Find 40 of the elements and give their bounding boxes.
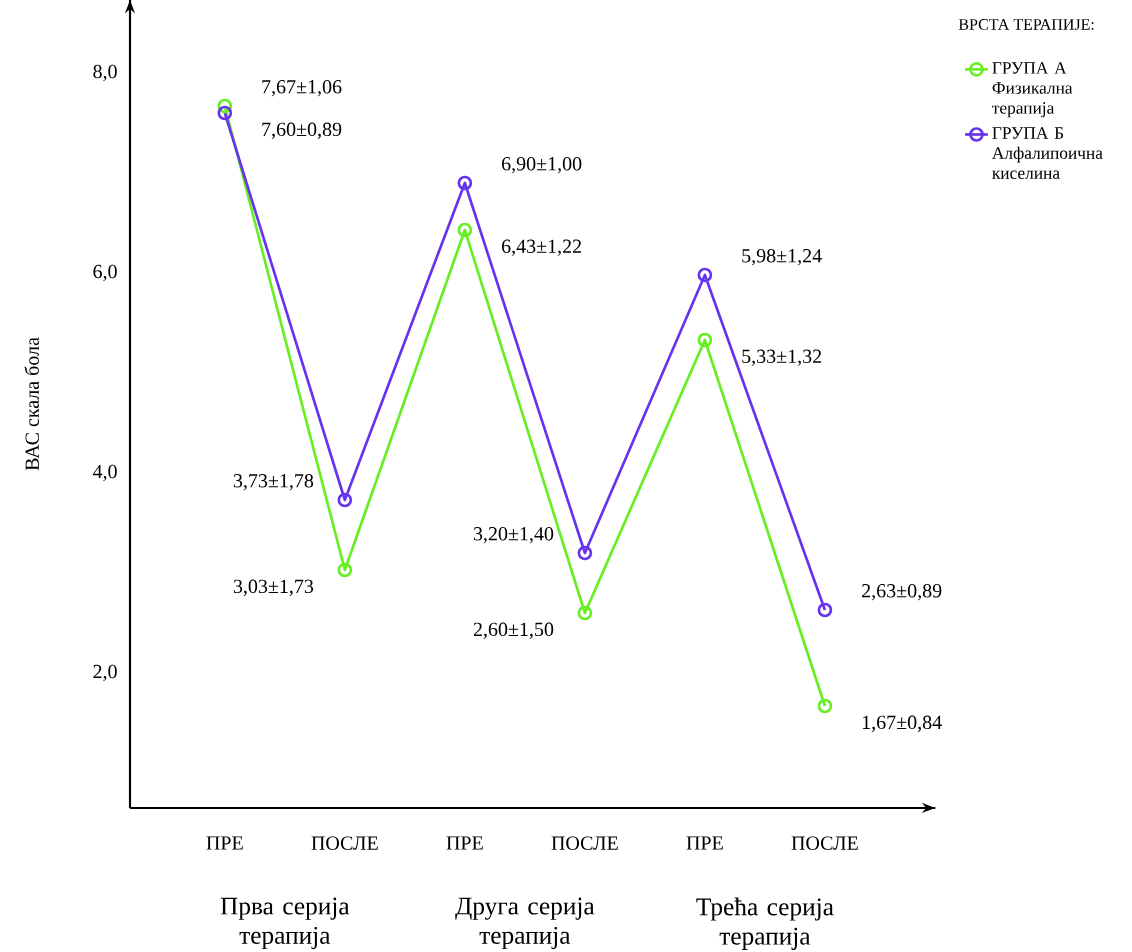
y-tick-label: 4,0 <box>92 464 117 482</box>
data-label: 6,90±1,00 <box>501 157 582 174</box>
data-label: 5,33±1,32 <box>742 349 822 366</box>
legend-title: ВРСТА ТЕРАПИЈЕ: <box>958 19 1094 30</box>
data-label: 5,98±1,24 <box>742 249 822 266</box>
data-label: 3,73±1,78 <box>233 474 314 491</box>
point <box>577 605 593 621</box>
x-tick-label: ПРЕ <box>686 836 723 850</box>
x-tick-label: ПРЕ <box>206 836 243 850</box>
x-tick-label: ПОСЛЕ <box>311 836 378 850</box>
point <box>337 562 353 578</box>
data-label: 7,67±1,06 <box>262 80 342 97</box>
data-label: 2,60±1,50 <box>473 622 554 639</box>
point <box>217 105 233 121</box>
text: Прва серија терапија <box>220 897 350 950</box>
point <box>817 602 833 618</box>
data-label: 3,20±1,40 <box>473 527 554 544</box>
y-tick-label: 8,0 <box>93 64 117 82</box>
x-tick-label: ПРЕ <box>446 836 483 850</box>
point <box>457 175 473 191</box>
y-axis-title: ВАС скала бола <box>24 337 39 471</box>
point <box>697 332 713 348</box>
x-tick-label: ПОСЛЕ <box>551 836 618 850</box>
point <box>577 545 593 561</box>
text: Друга серија терапија <box>455 897 595 950</box>
point <box>817 698 833 714</box>
point <box>337 492 353 508</box>
point <box>457 222 473 238</box>
legend-label: ГРУПА Б Алфалипоична киселина <box>992 127 1103 179</box>
point <box>697 267 713 283</box>
x-tick-label: ПОСЛЕ <box>791 836 858 850</box>
data-label: 6,43±1,22 <box>501 239 581 256</box>
text: Трећа серија терапија <box>696 897 834 950</box>
data-label: 7,60±0,89 <box>262 122 342 139</box>
y-tick-label: 6,0 <box>93 264 117 282</box>
y-tick-label: 2,0 <box>93 664 117 682</box>
data-label: 2,63±0,89 <box>862 584 942 601</box>
data-label: 1,67±0,84 <box>862 715 942 732</box>
legend-label: ГРУПА А Физикална терапија <box>992 62 1073 118</box>
data-label: 3,03±1,73 <box>233 579 314 596</box>
